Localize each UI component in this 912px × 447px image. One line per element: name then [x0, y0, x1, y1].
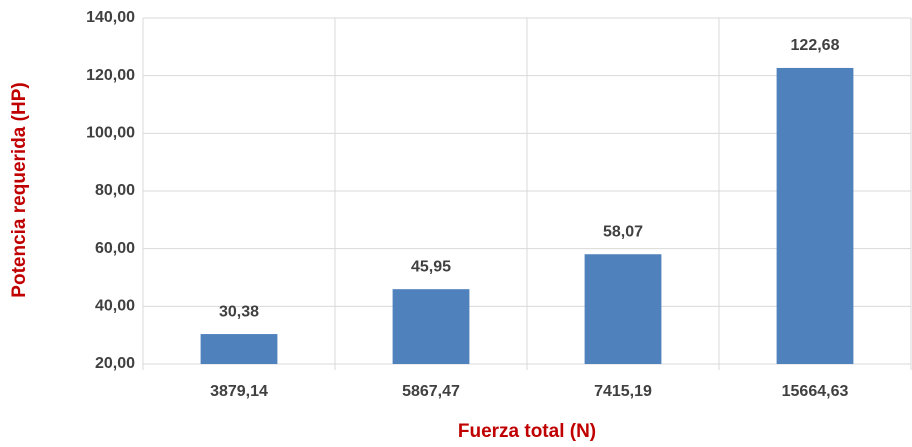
- x-axis-title: Fuerza total (N): [458, 421, 596, 442]
- y-tick-label: 140,00: [86, 9, 135, 26]
- data-label: 58,07: [603, 223, 643, 240]
- y-tick-label: 100,00: [86, 125, 135, 142]
- y-tick-label: 20,00: [95, 355, 135, 372]
- y-tick-label: 40,00: [95, 298, 135, 315]
- x-tick-label: 5867,47: [402, 383, 460, 400]
- y-tick-label: 120,00: [86, 67, 135, 84]
- data-label: 122,68: [791, 37, 840, 54]
- bar: [200, 334, 278, 364]
- bar: [776, 67, 854, 364]
- y-tick-label: 60,00: [95, 240, 135, 257]
- bar: [392, 289, 470, 364]
- y-axis-title: Potencia requerida (HP): [9, 82, 30, 297]
- data-label: 30,38: [219, 303, 259, 320]
- x-tick-label: 3879,14: [210, 383, 268, 400]
- y-tick-label: 80,00: [95, 182, 135, 199]
- bar: [584, 254, 662, 364]
- data-label: 45,95: [411, 258, 451, 275]
- x-tick-label: 15664,63: [782, 383, 849, 400]
- x-tick-label: 7415,19: [594, 383, 652, 400]
